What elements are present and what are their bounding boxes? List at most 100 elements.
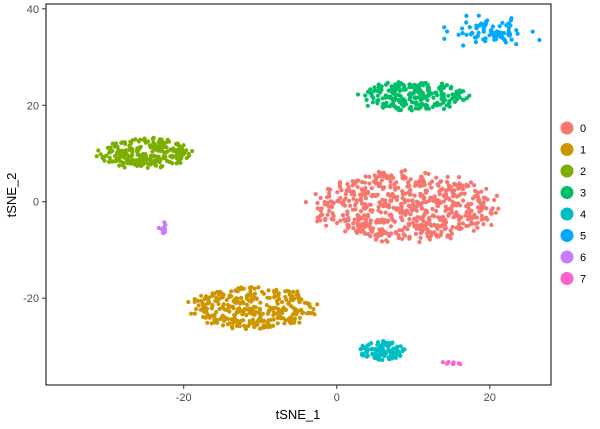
point-cluster-3 xyxy=(385,80,390,85)
point-cluster-4 xyxy=(397,353,403,358)
point-cluster-1 xyxy=(289,319,295,324)
point-cluster-0 xyxy=(376,169,381,174)
point-cluster-0 xyxy=(363,220,368,225)
point-cluster-1 xyxy=(202,296,207,301)
point-cluster-1 xyxy=(259,289,265,294)
point-cluster-1 xyxy=(220,323,226,328)
point-cluster-3 xyxy=(398,94,403,99)
legend-label-2: 2 xyxy=(580,166,586,178)
point-cluster-1 xyxy=(300,311,305,316)
point-cluster-5 xyxy=(483,19,488,24)
point-cluster-4 xyxy=(380,345,385,351)
point-cluster-2 xyxy=(167,159,172,164)
point-cluster-0 xyxy=(389,198,394,203)
point-cluster-1 xyxy=(276,296,281,302)
point-cluster-4 xyxy=(400,348,405,353)
point-cluster-0 xyxy=(476,197,481,202)
point-cluster-0 xyxy=(406,190,411,195)
point-cluster-7 xyxy=(444,361,450,366)
point-cluster-3 xyxy=(438,102,443,107)
point-cluster-0 xyxy=(380,227,385,232)
point-cluster-0 xyxy=(331,217,336,222)
point-cluster-2 xyxy=(164,145,169,150)
point-cluster-2 xyxy=(152,154,157,159)
point-cluster-4 xyxy=(387,357,392,362)
point-cluster-1 xyxy=(207,315,212,320)
point-cluster-2 xyxy=(128,139,133,145)
point-cluster-1 xyxy=(241,301,246,306)
point-cluster-0 xyxy=(496,206,501,211)
point-cluster-0 xyxy=(325,186,330,191)
point-cluster-1 xyxy=(289,304,294,309)
point-cluster-0 xyxy=(442,226,447,231)
point-cluster-2 xyxy=(151,135,156,140)
point-cluster-4 xyxy=(391,346,396,351)
point-cluster-0 xyxy=(413,231,418,236)
point-cluster-2 xyxy=(124,152,129,157)
point-cluster-0 xyxy=(361,229,366,234)
point-cluster-0 xyxy=(340,201,345,206)
point-cluster-2 xyxy=(176,152,181,157)
point-cluster-5 xyxy=(514,28,519,33)
point-cluster-0 xyxy=(390,218,395,223)
point-cluster-2 xyxy=(119,140,124,145)
point-cluster-2 xyxy=(181,152,186,157)
point-cluster-0 xyxy=(419,206,424,211)
point-cluster-0 xyxy=(426,171,431,176)
point-cluster-3 xyxy=(439,92,444,97)
point-cluster-0 xyxy=(363,196,368,201)
point-cluster-0 xyxy=(472,183,477,188)
point-cluster-1 xyxy=(297,315,302,320)
point-cluster-0 xyxy=(389,231,394,236)
point-cluster-0 xyxy=(400,211,405,216)
point-cluster-0 xyxy=(326,204,331,209)
point-cluster-1 xyxy=(297,299,302,304)
point-cluster-2 xyxy=(121,160,126,165)
y-tick-label: -20 xyxy=(23,293,39,305)
point-cluster-1 xyxy=(225,302,230,308)
point-cluster-0 xyxy=(466,223,471,228)
point-cluster-4 xyxy=(398,344,403,349)
point-cluster-0 xyxy=(436,234,441,239)
point-cluster-0 xyxy=(453,182,458,187)
point-cluster-0 xyxy=(315,215,320,220)
point-cluster-1 xyxy=(235,298,240,304)
point-cluster-3 xyxy=(421,83,426,88)
point-cluster-0 xyxy=(398,215,404,220)
point-cluster-1 xyxy=(281,307,286,313)
point-cluster-2 xyxy=(129,146,134,151)
point-cluster-1 xyxy=(251,320,256,325)
point-cluster-0 xyxy=(353,203,358,208)
point-cluster-3 xyxy=(364,97,369,102)
point-cluster-0 xyxy=(462,191,467,196)
point-cluster-2 xyxy=(155,159,160,164)
point-cluster-1 xyxy=(311,311,316,316)
point-cluster-0 xyxy=(484,186,489,191)
point-cluster-0 xyxy=(466,201,471,207)
point-cluster-0 xyxy=(400,176,405,181)
point-cluster-1 xyxy=(261,318,267,323)
point-cluster-1 xyxy=(239,308,244,314)
point-cluster-0 xyxy=(456,175,462,180)
point-cluster-0 xyxy=(454,210,459,215)
point-cluster-1 xyxy=(194,306,199,312)
point-cluster-5 xyxy=(469,31,474,36)
legend-key-5 xyxy=(560,229,574,242)
point-cluster-0 xyxy=(388,185,393,190)
point-cluster-1 xyxy=(192,311,197,316)
point-cluster-0 xyxy=(324,202,329,207)
point-cluster-3 xyxy=(441,100,446,105)
point-cluster-0 xyxy=(377,174,382,179)
point-cluster-5 xyxy=(461,43,466,48)
point-cluster-0 xyxy=(469,214,474,219)
point-cluster-0 xyxy=(430,206,435,212)
point-cluster-3 xyxy=(426,93,431,98)
point-cluster-1 xyxy=(213,298,218,303)
point-cluster-0 xyxy=(365,189,371,194)
point-cluster-0 xyxy=(493,210,498,215)
point-cluster-0 xyxy=(399,169,404,174)
point-cluster-0 xyxy=(374,219,379,224)
point-cluster-2 xyxy=(150,149,155,154)
point-cluster-2 xyxy=(162,156,167,161)
legend-key-4 xyxy=(560,207,574,221)
